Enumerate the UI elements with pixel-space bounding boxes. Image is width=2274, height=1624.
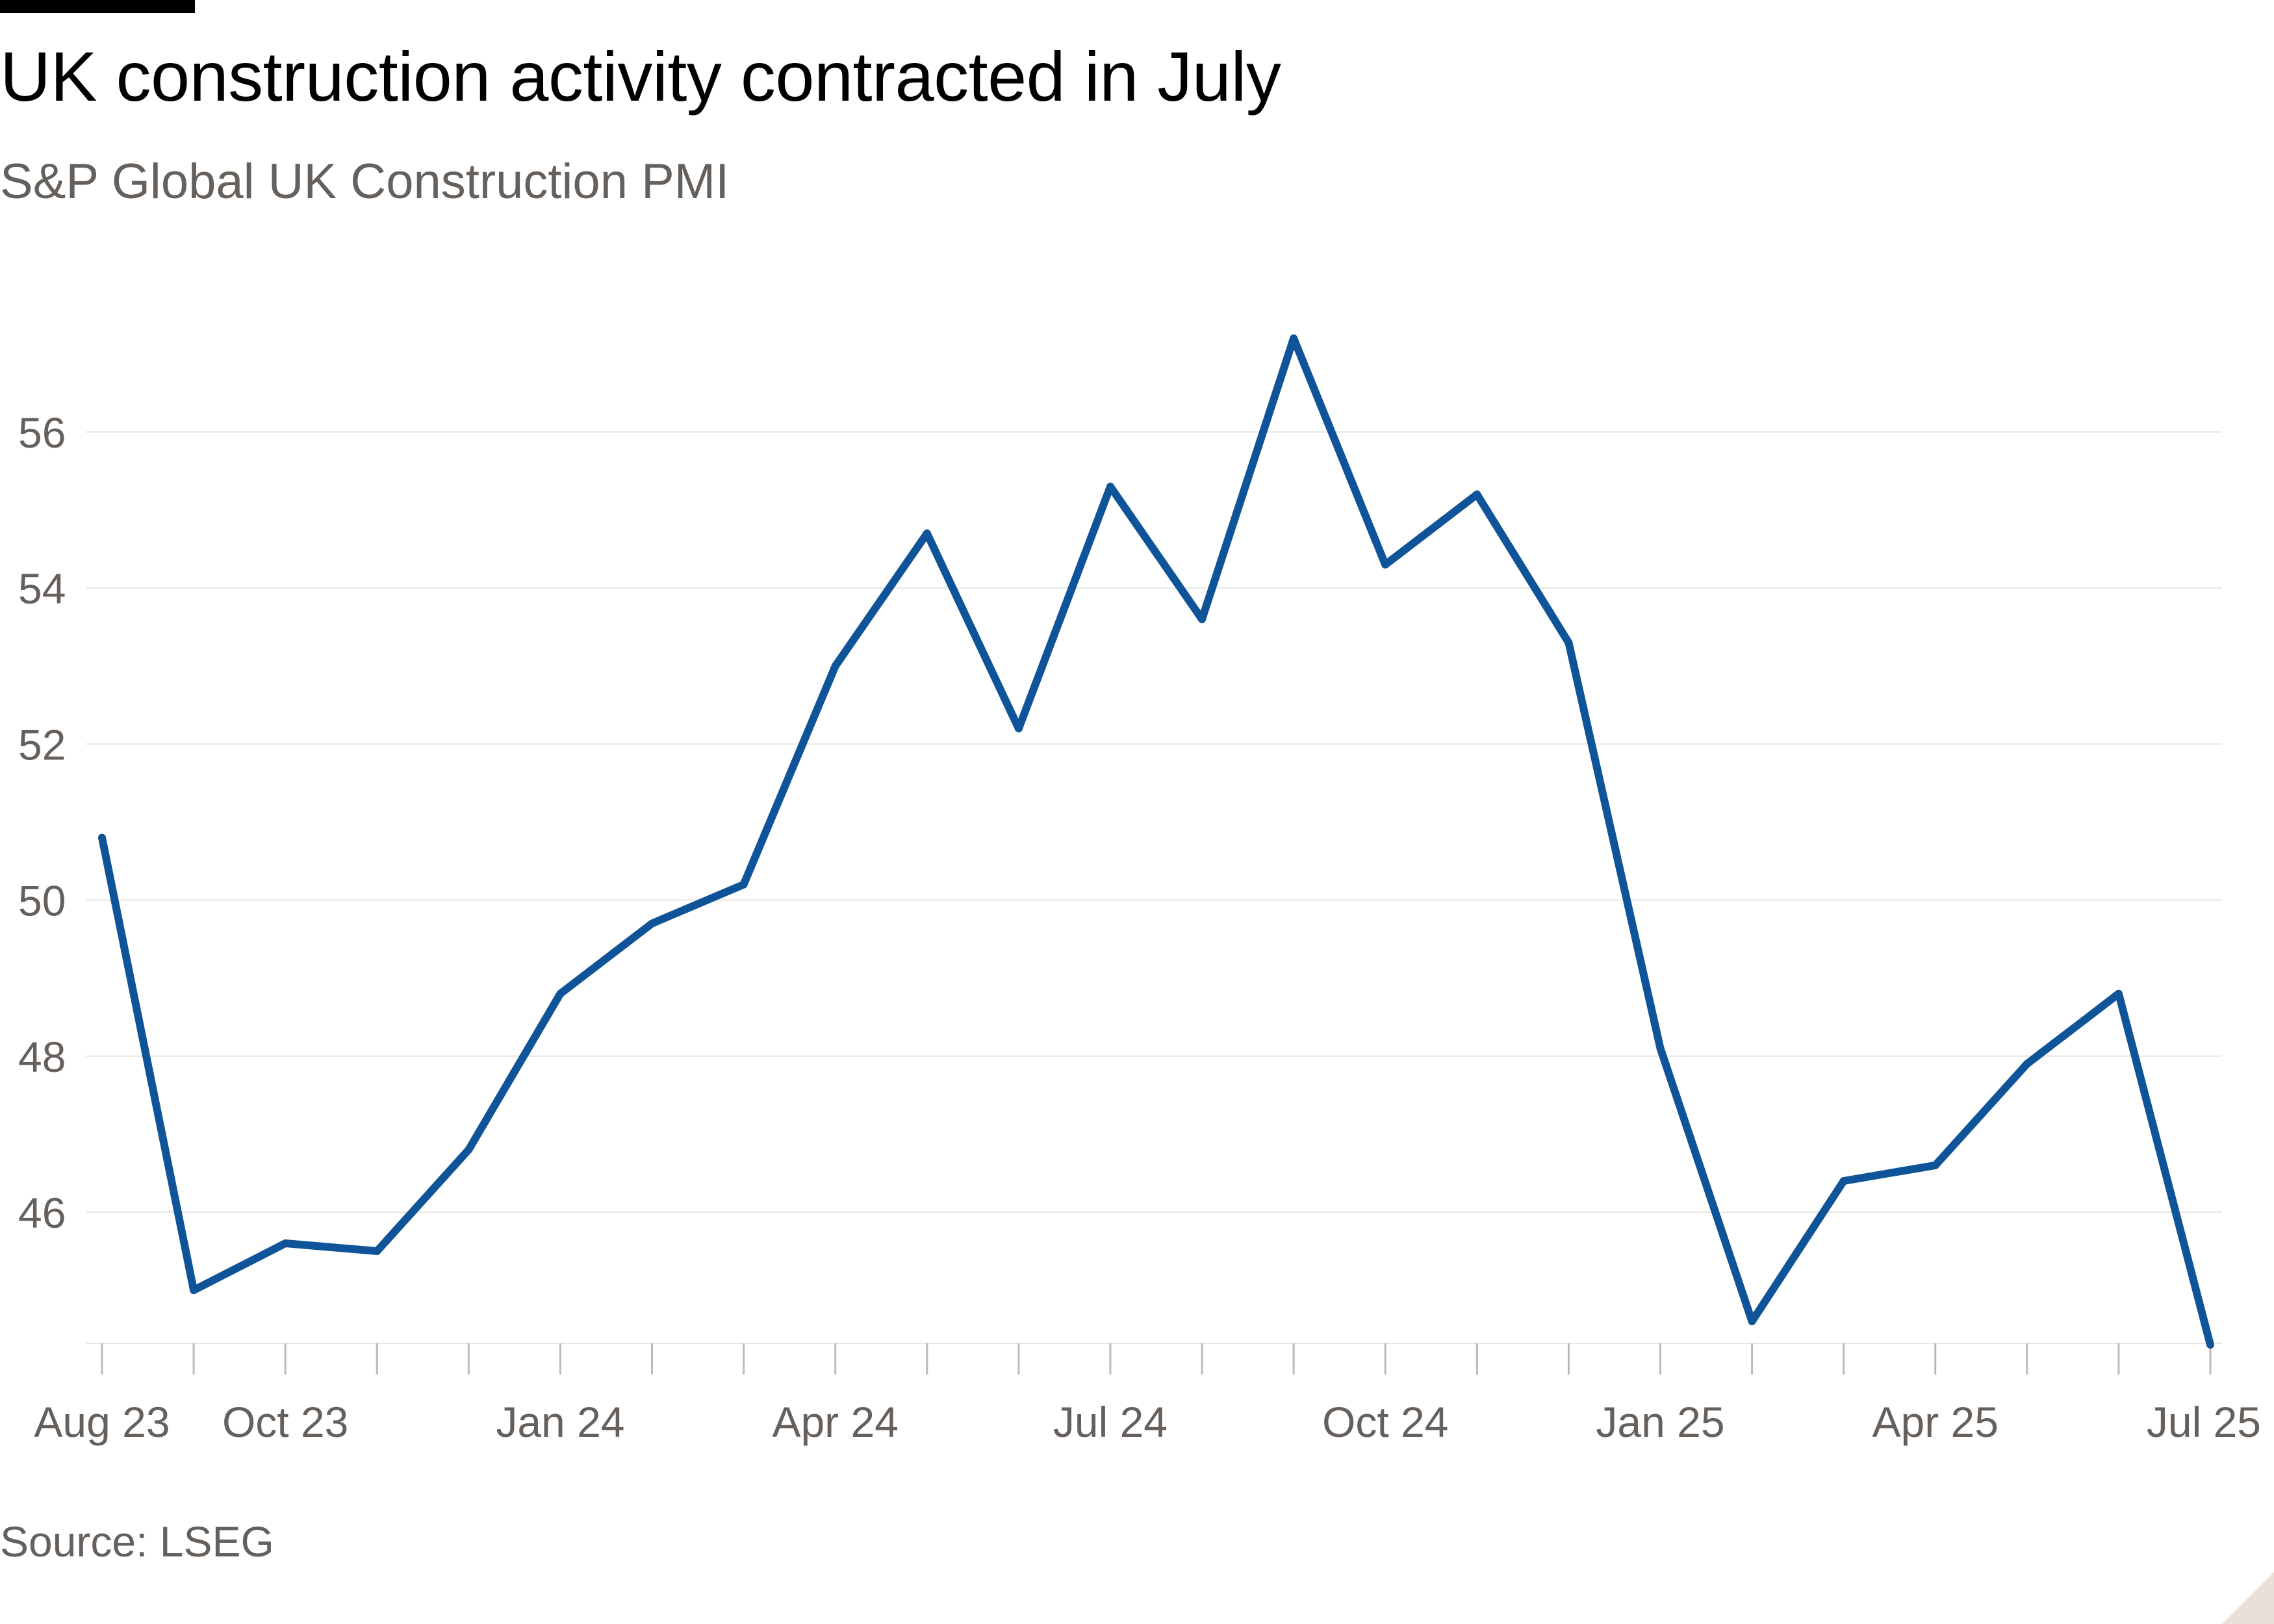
y-tick-label: 48: [18, 1033, 66, 1081]
x-tick-label: Jul 25: [2147, 1398, 2261, 1446]
data-point: [739, 880, 748, 889]
brand-bar: [0, 0, 195, 13]
x-tick-label: Oct 23: [222, 1398, 348, 1446]
data-point: [465, 1145, 473, 1154]
data-point: [2206, 1341, 2214, 1349]
data-point: [1565, 639, 1573, 647]
x-tick-label: Apr 24: [772, 1398, 898, 1446]
y-tick-label: 46: [18, 1189, 66, 1237]
y-tick-label: 54: [18, 565, 66, 613]
data-point: [1290, 334, 1298, 342]
data-point: [556, 989, 565, 998]
x-axis: Aug 23 Oct 23 Jan 24 Apr 24 Jul 24 Oct 24 Jan …: [34, 1343, 2261, 1446]
chart-title: UK construction activity contracted in J…: [0, 37, 1281, 116]
data-point: [1656, 1044, 1665, 1052]
data-point: [1473, 490, 1481, 499]
x-tick-label: Oct 24: [1322, 1398, 1448, 1446]
data-point: [1748, 1317, 1756, 1326]
x-tick-label: Jul 24: [1053, 1398, 1168, 1446]
data-point: [2114, 989, 2123, 998]
y-axis-labels: 46 48 50 52 54 56: [18, 409, 66, 1237]
data-point: [1839, 1176, 1848, 1185]
corner-mark: [2222, 1572, 2274, 1624]
data-point: [281, 1239, 290, 1248]
y-tick-label: 52: [18, 720, 66, 768]
chart-subtitle: S&P Global UK Construction PMI: [0, 154, 730, 209]
y-tick-label: 56: [18, 409, 66, 457]
data-point: [923, 529, 931, 538]
data-point: [1931, 1161, 1939, 1169]
x-tick-label: Jan 24: [496, 1398, 624, 1446]
x-tick-label: Apr 25: [1872, 1398, 1999, 1446]
data-point: [2023, 1059, 2031, 1068]
series-line: [98, 334, 2214, 1346]
data-point: [1014, 724, 1023, 733]
data-point: [98, 833, 106, 842]
data-series: [98, 334, 2214, 1349]
data-point: [1381, 561, 1390, 569]
data-point: [190, 1286, 198, 1295]
data-point: [648, 919, 656, 928]
gridlines: [86, 431, 2222, 1213]
y-tick-label: 50: [18, 877, 66, 925]
data-point: [1198, 615, 1207, 624]
source-note: Source: LSEG: [0, 1517, 274, 1566]
data-point: [1106, 483, 1114, 491]
data-point: [373, 1247, 381, 1256]
data-point: [831, 662, 839, 670]
x-tick-label: Aug 23: [34, 1398, 170, 1446]
x-tick-label: Jan 25: [1596, 1398, 1724, 1446]
